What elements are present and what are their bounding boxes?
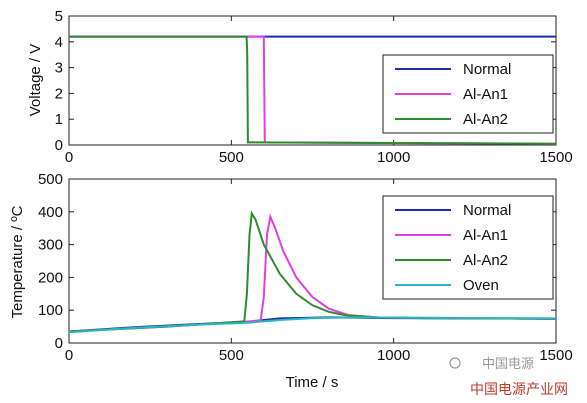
watermark-text-2: 中国电源产业网 [470, 382, 568, 398]
x-tick-label: 1000 [377, 149, 410, 166]
legend-label: Al-An2 [463, 252, 508, 269]
y-tick-label: 300 [38, 237, 63, 254]
voltage-legend: Normal Al-An1 Al-An2 [382, 54, 554, 134]
y-tick-label: 200 [38, 269, 63, 286]
series-line-oven [68, 316, 557, 334]
x-tick-label: 1500 [539, 149, 572, 166]
watermark-text-1: 中国电源 [482, 357, 534, 372]
watermark-icon [449, 357, 461, 369]
x-tick-label: 1000 [377, 347, 410, 364]
watermark: 中国电源 中国电源产业网 [449, 357, 568, 398]
voltage-panel: 0 1 2 3 4 5 0 500 1000 1500 Voltage / V Normal Al… [27, 8, 573, 166]
y-tick-label: 0 [55, 335, 63, 352]
series-line-al-an2 [68, 210, 557, 333]
temperature-legend: Normal Al-An1 Al-An2 Oven [382, 195, 554, 300]
y-tick-label: 4 [55, 34, 63, 51]
y-tick-label: 100 [38, 302, 63, 319]
legend-label: Al-An1 [463, 86, 508, 103]
x-tick-label: 1500 [539, 347, 572, 364]
y-tick-label: 3 [55, 60, 63, 77]
legend-label: Oven [463, 277, 499, 294]
legend-box [382, 195, 554, 300]
time-x-axis-label: Time / s [286, 374, 339, 391]
y-tick-label: 2 [55, 85, 63, 102]
y-tick-label: 1 [55, 111, 63, 128]
y-tick-label: 0 [55, 137, 63, 154]
series-line-al-an2 [69, 35, 557, 145]
temperature-y-axis-label: Temperature / ºC [9, 205, 26, 318]
temperature-panel: 0 100 200 300 400 500 0 500 1000 1500 Temperatur… [9, 171, 573, 391]
voltage-y-axis-label: Voltage / V [27, 44, 44, 117]
legend-label: Normal [463, 61, 511, 78]
legend-label: Normal [463, 202, 511, 219]
x-tick-label: 0 [65, 347, 73, 364]
legend-label: Al-An1 [463, 227, 508, 244]
x-tick-label: 500 [219, 347, 244, 364]
legend-label: Al-An2 [463, 111, 508, 128]
y-tick-label: 400 [38, 204, 63, 221]
x-tick-label: 0 [65, 149, 73, 166]
x-tick-label: 500 [219, 149, 244, 166]
y-tick-label: 500 [38, 171, 63, 188]
y-tick-label: 5 [55, 8, 63, 25]
